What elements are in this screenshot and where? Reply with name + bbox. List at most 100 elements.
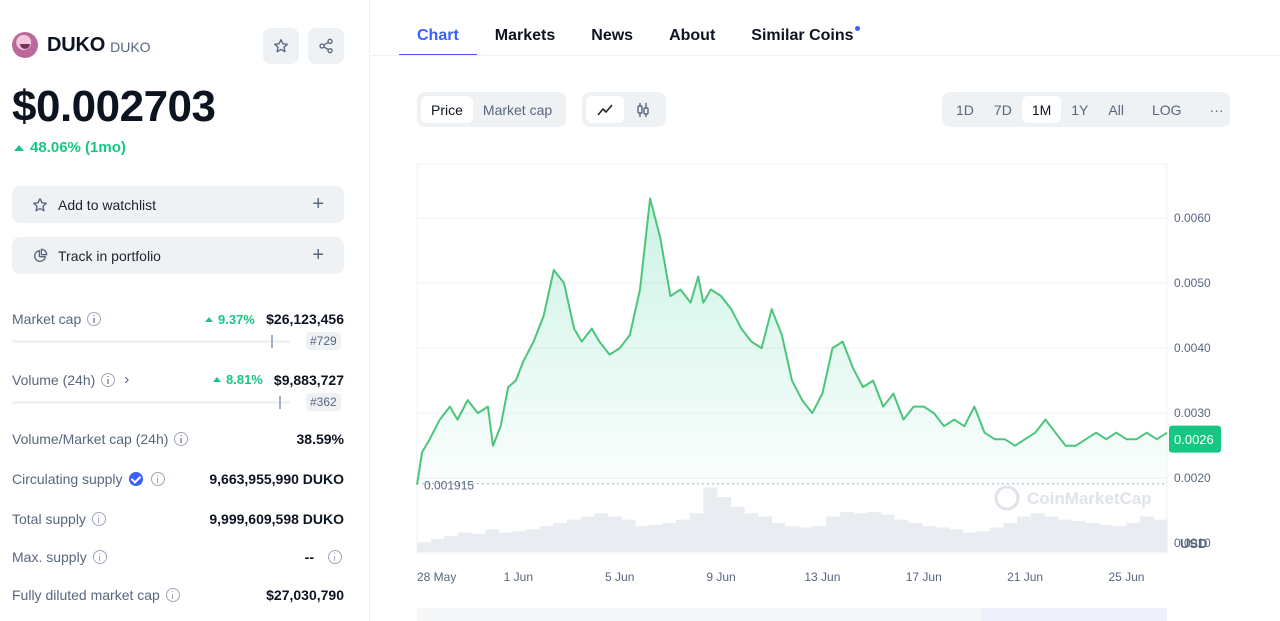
- up-arrow-icon: [213, 377, 221, 382]
- up-arrow-icon: [14, 144, 24, 151]
- range-navigator-handle[interactable]: [981, 608, 1167, 621]
- volume-bar: [417, 542, 432, 552]
- volume-bar: [553, 522, 568, 552]
- coin-price: $0.002703: [12, 82, 216, 131]
- plot-frame: [416, 163, 1168, 554]
- line-chart-button[interactable]: [586, 96, 624, 123]
- info-icon[interactable]: [92, 550, 107, 564]
- volume-bar: [430, 539, 445, 552]
- tab-about[interactable]: About: [669, 0, 715, 56]
- volume-bar: [594, 513, 609, 552]
- volume-bar: [880, 514, 895, 552]
- current-price-badge: 0.0026: [1169, 425, 1221, 453]
- stat-market-cap: Market cap 9.37% $26,123,456: [12, 311, 344, 327]
- candlestick-chart-button[interactable]: [624, 96, 662, 123]
- favorite-button[interactable]: [263, 28, 299, 64]
- watchlist-label: Add to watchlist: [58, 196, 157, 213]
- star-icon: [33, 197, 47, 211]
- volume-bar: [621, 519, 636, 552]
- track-portfolio-button[interactable]: Track in portfolio +: [12, 237, 344, 274]
- market-cap-option[interactable]: Market cap: [482, 101, 553, 118]
- tab-bar: Chart Markets News About Similar Coins: [399, 0, 890, 56]
- info-icon[interactable]: [150, 472, 165, 486]
- tab-chart[interactable]: Chart: [399, 0, 477, 56]
- price-chart[interactable]: 0.001915 CoinMarketCap 0.0060 0.0050 0.004…: [371, 150, 1280, 621]
- chart-panel: Chart Markets News About Similar Coins P…: [371, 0, 1280, 621]
- info-icon[interactable]: [91, 512, 106, 526]
- info-icon[interactable]: [87, 312, 102, 326]
- volume-bar: [1030, 513, 1045, 552]
- stat-value: $27,030,790: [266, 587, 344, 603]
- info-icon[interactable]: [165, 588, 180, 602]
- volume-bar: [1057, 519, 1073, 552]
- tab-similar-coins[interactable]: Similar Coins: [751, 0, 860, 56]
- rank-badge: #729: [306, 332, 341, 350]
- range-7d[interactable]: 7D: [993, 101, 1012, 118]
- volume-bar: [512, 531, 527, 552]
- volume-bar: [1098, 524, 1113, 552]
- y-tick-label: 0.0060: [1174, 211, 1211, 225]
- tab-markets[interactable]: Markets: [495, 0, 555, 56]
- more-options-button[interactable]: ···: [1209, 101, 1224, 118]
- portfolio-label: Track in portfolio: [58, 247, 161, 264]
- tab-label: Chart: [417, 27, 459, 44]
- info-icon[interactable]: [101, 372, 116, 387]
- stat-circulating-supply: Circulating supply 9,663,955,990 DUKO: [12, 471, 344, 487]
- x-tick-label: 5 Jun: [605, 570, 634, 584]
- x-tick-label: 13 Jun: [804, 570, 840, 584]
- price-change: 48.06% (1mo): [14, 139, 126, 156]
- price-line: [416, 197, 1168, 485]
- verified-icon: [128, 472, 143, 486]
- volume-bar: [757, 516, 773, 552]
- range-1y[interactable]: 1Y: [1071, 101, 1089, 118]
- plus-icon: +: [312, 244, 324, 266]
- range-all[interactable]: All: [1108, 101, 1124, 118]
- add-to-watchlist-button[interactable]: Add to watchlist +: [12, 186, 344, 223]
- chevron-right-icon[interactable]: ›: [124, 371, 130, 388]
- stat-value: $9,883,727: [273, 371, 344, 388]
- volume-bar: [457, 532, 473, 552]
- chart-type-toggle: Price Market cap: [417, 92, 567, 127]
- x-tick-label: 21 Jun: [1007, 570, 1043, 584]
- stat-volume: Volume (24h) › 8.81% $9,883,727: [12, 371, 344, 388]
- volume-bar: [744, 513, 759, 552]
- tab-label: About: [669, 27, 716, 44]
- y-tick-label: 0.0020: [1174, 471, 1211, 485]
- volume-bar: [607, 516, 623, 552]
- stat-change: 8.81%: [213, 372, 263, 387]
- time-range-toggle: 1D 7D 1M 1Y All LOG ···: [942, 92, 1230, 127]
- info-icon[interactable]: [328, 550, 342, 564]
- tab-news[interactable]: News: [591, 0, 633, 56]
- stat-label: Max. supply: [12, 549, 87, 565]
- volume-rank-bar: [12, 396, 290, 409]
- coinmarketcap-watermark: CoinMarketCap: [994, 485, 1152, 511]
- volume-bar: [1085, 522, 1100, 552]
- volume-bar: [471, 533, 486, 552]
- stat-label: Total supply: [12, 511, 86, 527]
- watermark-text: CoinMarketCap: [1027, 489, 1152, 508]
- range-navigator[interactable]: [417, 608, 1167, 621]
- price-chart-svg[interactable]: 0.001915 CoinMarketCap 0.0060 0.0050 0.004…: [371, 150, 1280, 621]
- volume-bar: [812, 526, 827, 552]
- x-tick-label: 1 Jun: [504, 570, 533, 584]
- volume-bar: [567, 519, 582, 552]
- candlestick-icon: [637, 102, 649, 117]
- volume-bar: [962, 532, 977, 552]
- coin-logo: [12, 32, 38, 58]
- star-icon: [274, 39, 288, 53]
- stat-volume-market-cap: Volume/Market cap (24h) 38.59%: [12, 431, 344, 447]
- share-button[interactable]: [308, 28, 344, 64]
- range-1m[interactable]: 1M: [1021, 96, 1062, 123]
- volume-bar: [853, 513, 868, 552]
- volume-bar: [948, 529, 963, 552]
- range-1d[interactable]: 1D: [956, 101, 974, 118]
- info-icon[interactable]: [174, 432, 189, 446]
- volume-bar: [826, 516, 841, 552]
- price-option[interactable]: Price: [421, 96, 473, 123]
- new-indicator-dot: [854, 26, 860, 31]
- volume-bar: [689, 513, 704, 552]
- volume-bar: [907, 522, 923, 552]
- volume-bar: [580, 516, 595, 552]
- y-tick-label: 0.0040: [1174, 341, 1211, 355]
- log-scale-button[interactable]: LOG: [1151, 101, 1182, 118]
